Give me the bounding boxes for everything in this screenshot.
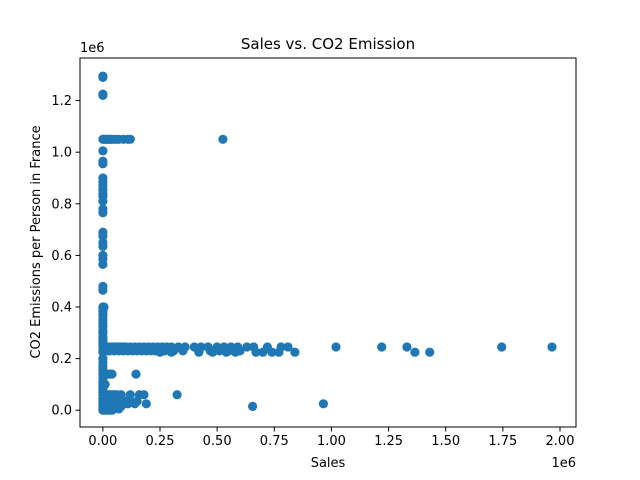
data-point (377, 342, 387, 352)
data-point (155, 347, 165, 357)
data-point (130, 399, 140, 409)
data-point (290, 347, 300, 357)
data-point (251, 347, 261, 357)
data-point (425, 347, 435, 357)
y-tick-label: 0.8 (51, 197, 72, 212)
y-tick-label: 0.0 (51, 404, 72, 419)
data-point (107, 405, 117, 415)
data-point (98, 285, 108, 295)
data-point (318, 399, 328, 409)
y-axis-offset-label: 1e6 (80, 41, 105, 56)
x-tick-label: 0.75 (260, 434, 289, 449)
data-point (410, 347, 420, 357)
data-point (98, 347, 108, 357)
data-point (274, 347, 284, 357)
data-point (98, 146, 108, 156)
data-point (230, 347, 240, 357)
data-point (131, 369, 141, 379)
x-tick-label: 1.75 (488, 434, 517, 449)
plot-area-frame (79, 57, 577, 428)
y-axis-label: CO2 Emissions per Person in France (29, 125, 44, 358)
x-axis-ticks: 0.00 0.25 0.50 0.75 1.00 1.25 1.50 1.75 2.00 (88, 427, 574, 449)
x-tick-label: 1.00 (317, 434, 346, 449)
data-point (221, 347, 231, 357)
data-point (331, 342, 341, 352)
data-point (125, 390, 135, 400)
data-point (242, 342, 252, 352)
data-point (98, 159, 108, 169)
data-point (208, 347, 218, 357)
y-tick-label: 0.2 (51, 352, 72, 367)
data-point (267, 347, 277, 357)
y-tick-label: 0.6 (51, 249, 72, 264)
data-point (107, 369, 117, 379)
data-point (123, 399, 133, 409)
data-point (547, 342, 557, 352)
data-point (114, 404, 124, 414)
data-point (139, 390, 149, 400)
data-point (283, 342, 293, 352)
data-point (98, 196, 108, 206)
data-point (258, 347, 268, 357)
data-point (194, 347, 204, 357)
data-point (172, 390, 182, 400)
data-point (178, 346, 188, 356)
x-axis-offset-label: 1e6 (551, 456, 576, 471)
data-point (166, 347, 176, 357)
data-point (218, 134, 228, 144)
data-point (98, 241, 108, 251)
data-point (248, 401, 258, 411)
y-tick-label: 1.0 (51, 146, 72, 161)
x-tick-label: 2.00 (546, 434, 575, 449)
x-tick-label: 1.50 (431, 434, 460, 449)
x-tick-label: 0.25 (146, 434, 175, 449)
x-tick-label: 1.25 (374, 434, 403, 449)
data-point (141, 399, 151, 409)
data-point (497, 342, 507, 352)
y-axis-ticks: 0.0 0.2 0.4 0.6 0.8 1.0 1.2 (51, 94, 80, 419)
x-tick-label: 0.50 (203, 434, 232, 449)
data-point (98, 72, 108, 82)
data-point (98, 259, 108, 269)
x-tick-label: 0.00 (88, 434, 117, 449)
x-axis-label: Sales (311, 456, 346, 471)
y-tick-label: 1.2 (51, 94, 72, 109)
data-point (214, 346, 224, 356)
data-point (125, 134, 135, 144)
y-tick-label: 0.4 (51, 301, 72, 316)
data-point (402, 342, 412, 352)
data-point (98, 90, 108, 100)
data-point (98, 208, 108, 218)
chart-title: Sales vs. CO2 Emission (241, 35, 415, 53)
data-point (98, 231, 108, 241)
data-points (98, 71, 557, 415)
